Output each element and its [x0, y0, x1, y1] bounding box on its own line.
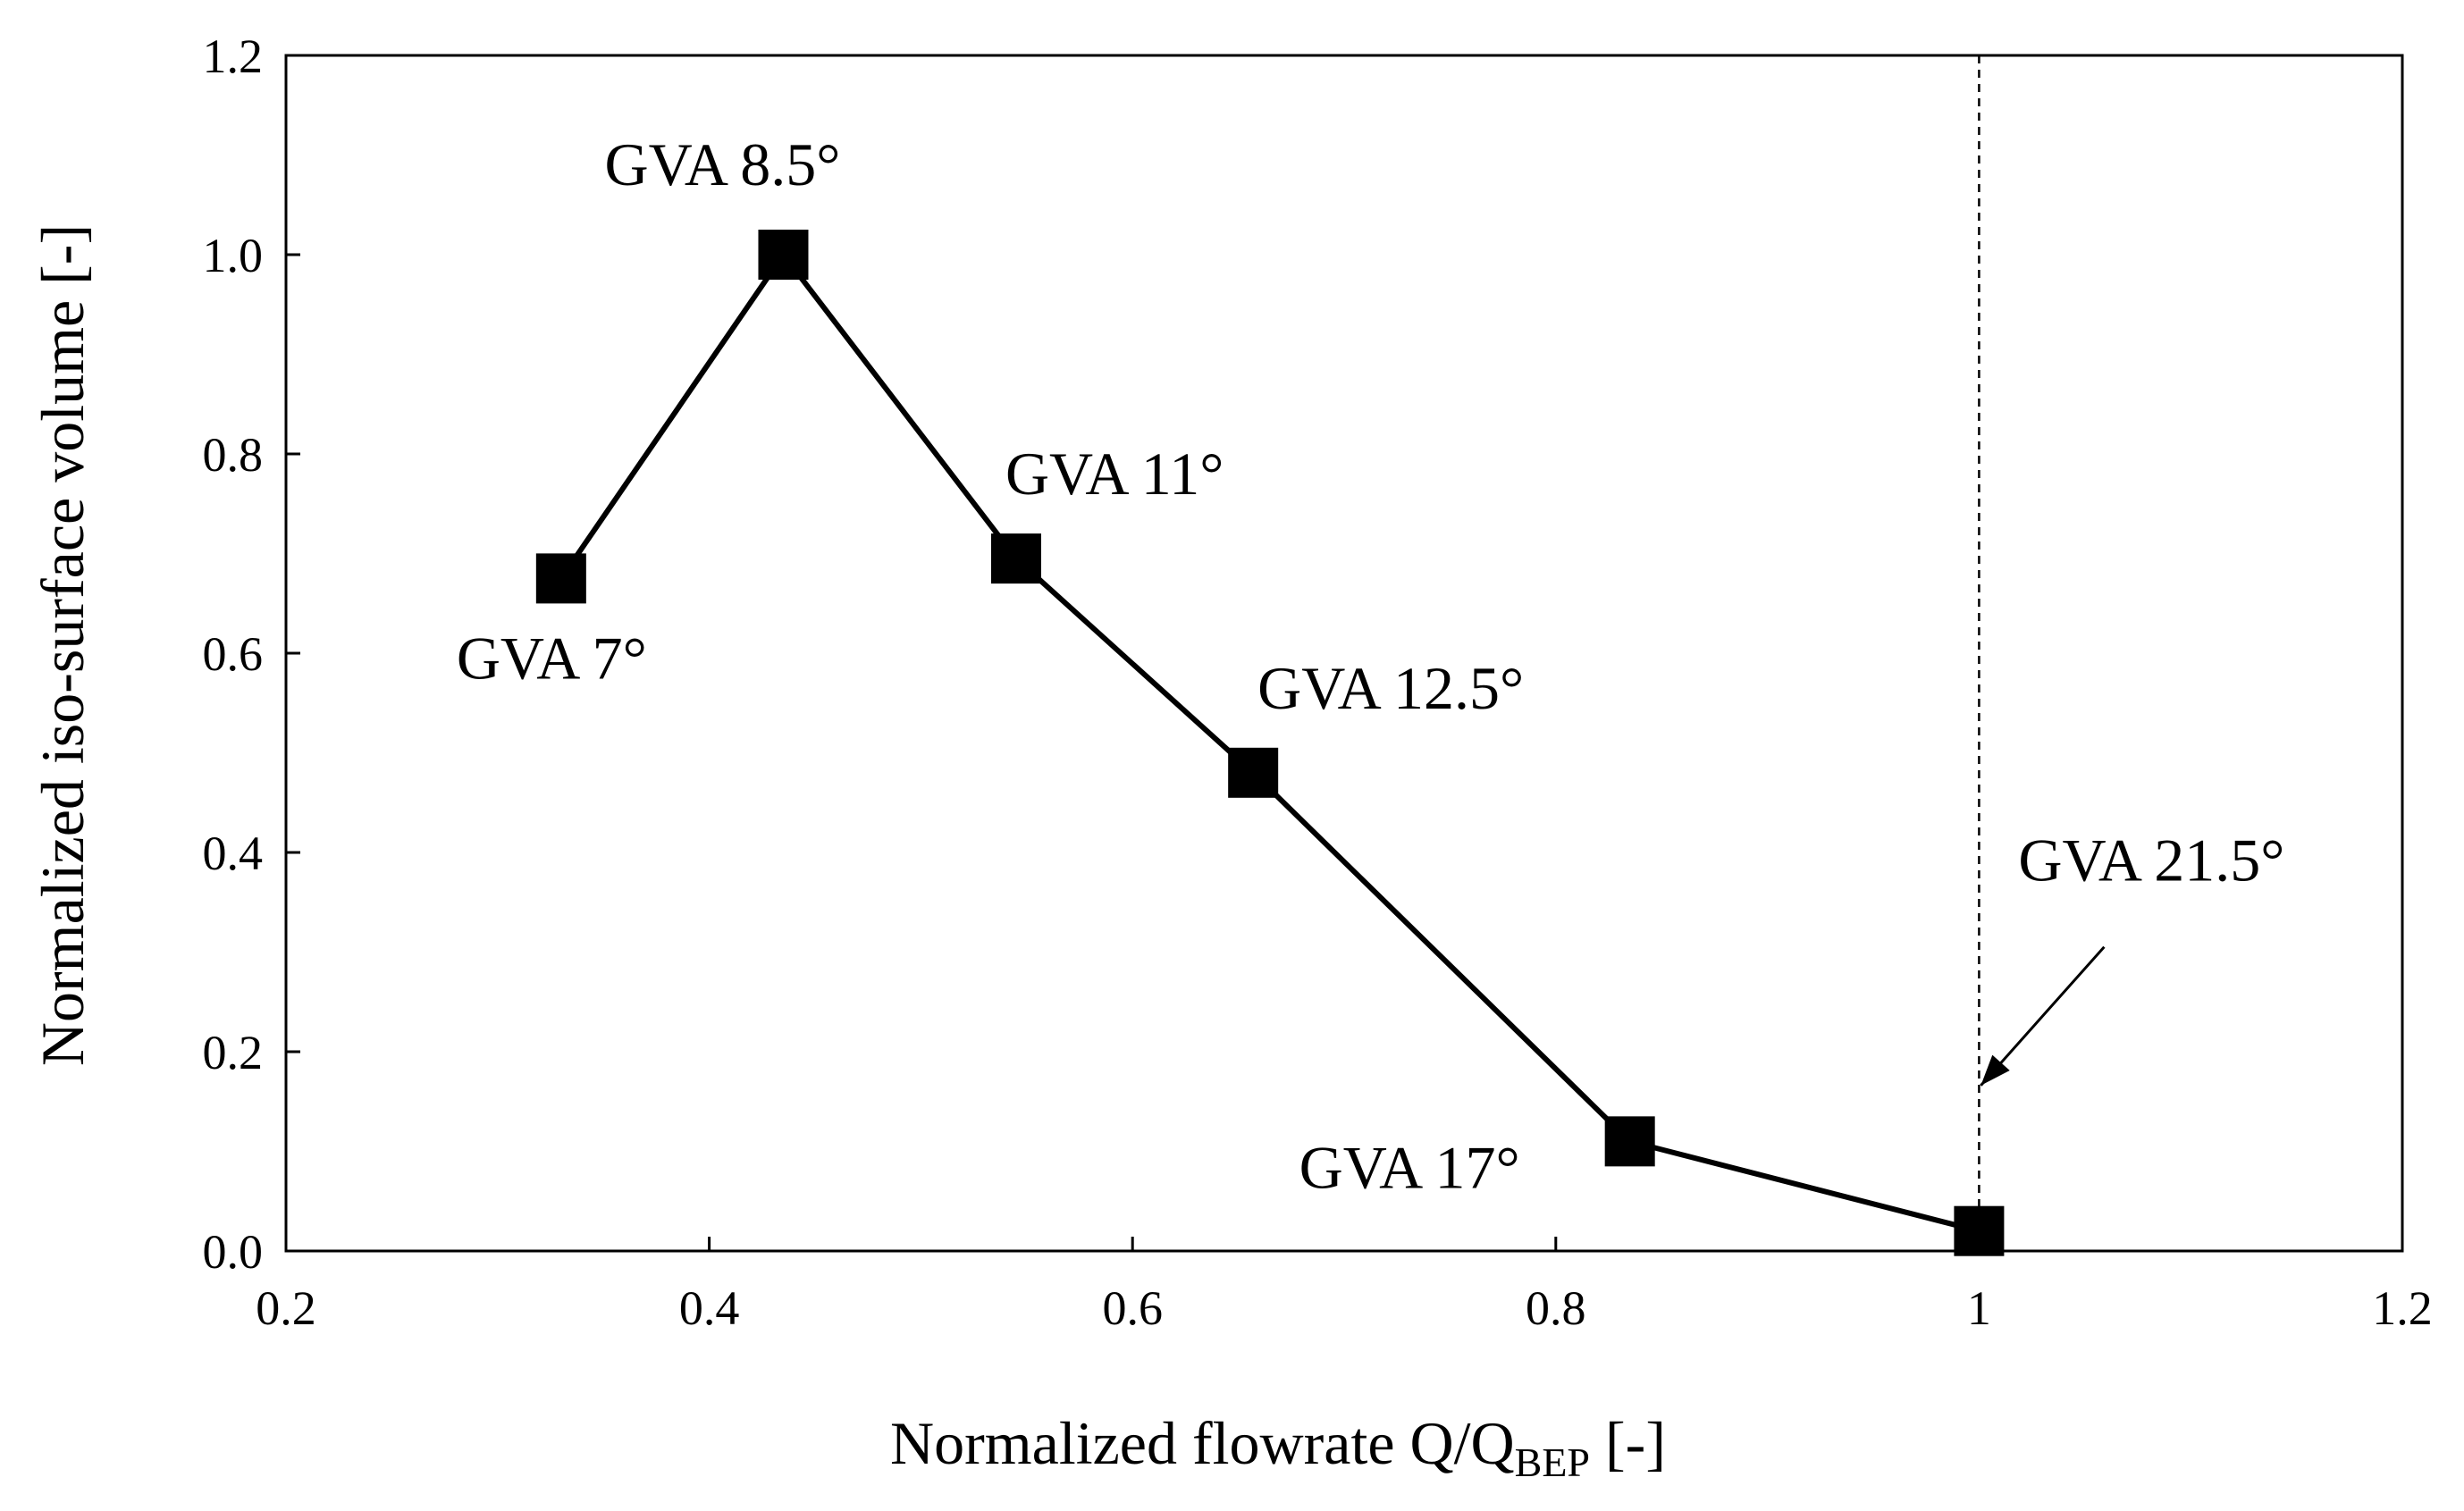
annotation-label: GVA 7°	[457, 624, 647, 692]
y-tick-label: 0.6	[203, 627, 264, 681]
series-line-layer	[559, 249, 1980, 1234]
y-tick-label: 1.0	[203, 229, 264, 282]
data-point-marker	[1604, 1116, 1655, 1167]
x-tick-label: 0.6	[1102, 1281, 1163, 1335]
series-line	[559, 249, 1980, 1234]
y-tick-label: 0.8	[203, 428, 264, 482]
y-tick-label: 0.4	[203, 827, 264, 880]
x-tick-label: 0.8	[1526, 1281, 1586, 1335]
x-axis-title: Normalized flowrate Q/QBEP [-]	[890, 1409, 1666, 1485]
x-axis-title-subscript: BEP	[1515, 1440, 1590, 1485]
y-axis-title: Normalized iso-surface volume [-]	[29, 224, 97, 1066]
data-point-marker	[1228, 747, 1279, 798]
x-tick-label: 0.4	[679, 1281, 740, 1335]
x-axis-title-main: Normalized flowrate Q/Q	[890, 1409, 1515, 1477]
x-axis-title-suffix: [-]	[1590, 1409, 1666, 1477]
y-tick-label: 0.0	[203, 1225, 264, 1279]
annotation-label: GVA 21.5°	[2018, 827, 2284, 894]
y-tick-label: 0.2	[203, 1026, 264, 1079]
data-point-marker	[990, 533, 1041, 584]
x-tick-label: 1.2	[2372, 1281, 2433, 1335]
data-point-marker	[535, 553, 586, 604]
annotation-label: GVA 17°	[1299, 1133, 1520, 1201]
annotations: GVA 7° GVA 8.5° GVA 11° GVA 12.5° GVA 17° GVA…	[457, 130, 2285, 1201]
data-point-marker	[758, 230, 809, 280]
x-tick-label: 1	[1967, 1281, 1991, 1335]
x-axis: 0.2 0.4 0.6 0.8 1 1.2	[256, 1237, 2433, 1335]
x-tick-label: 0.2	[256, 1281, 316, 1335]
data-markers	[535, 230, 2005, 1256]
y-axis: 0.0 0.2 0.4 0.6 0.8 1.0 1.2	[203, 29, 300, 1279]
annotation-label: GVA 8.5°	[604, 130, 840, 198]
annotation-label: GVA 12.5°	[1257, 654, 1524, 722]
annotation-arrowhead	[1980, 1054, 2010, 1086]
annotation-label: GVA 11°	[1005, 440, 1224, 508]
annotation-arrow-line	[1980, 945, 2106, 1087]
y-tick-label: 1.2	[203, 29, 264, 83]
